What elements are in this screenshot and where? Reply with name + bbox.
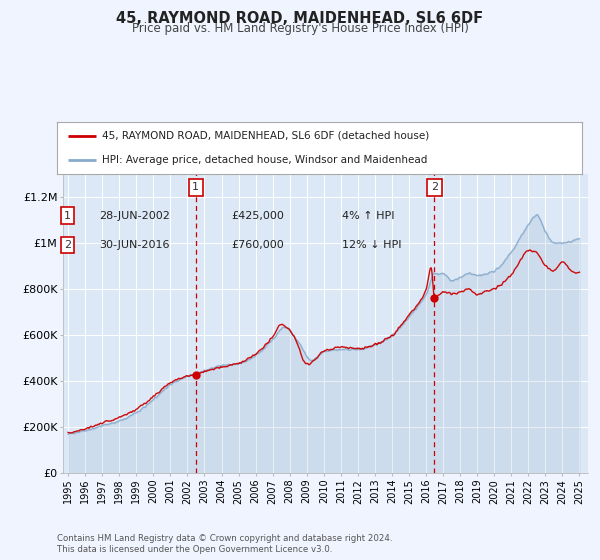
Text: 2: 2 (64, 240, 71, 250)
Text: 2: 2 (431, 182, 438, 192)
Text: 45, RAYMOND ROAD, MAIDENHEAD, SL6 6DF: 45, RAYMOND ROAD, MAIDENHEAD, SL6 6DF (116, 11, 484, 26)
Text: 1: 1 (64, 211, 71, 221)
Text: Price paid vs. HM Land Registry's House Price Index (HPI): Price paid vs. HM Land Registry's House … (131, 22, 469, 35)
Text: Contains HM Land Registry data © Crown copyright and database right 2024.: Contains HM Land Registry data © Crown c… (57, 534, 392, 543)
Text: HPI: Average price, detached house, Windsor and Maidenhead: HPI: Average price, detached house, Wind… (101, 155, 427, 165)
Text: 1: 1 (192, 182, 199, 192)
Text: 45, RAYMOND ROAD, MAIDENHEAD, SL6 6DF (detached house): 45, RAYMOND ROAD, MAIDENHEAD, SL6 6DF (d… (101, 131, 429, 141)
Text: 12% ↓ HPI: 12% ↓ HPI (342, 240, 401, 250)
Text: This data is licensed under the Open Government Licence v3.0.: This data is licensed under the Open Gov… (57, 545, 332, 554)
Text: 30-JUN-2016: 30-JUN-2016 (99, 240, 170, 250)
Text: 4% ↑ HPI: 4% ↑ HPI (342, 211, 395, 221)
Text: £425,000: £425,000 (231, 211, 284, 221)
Text: £760,000: £760,000 (231, 240, 284, 250)
Text: 28-JUN-2002: 28-JUN-2002 (99, 211, 170, 221)
